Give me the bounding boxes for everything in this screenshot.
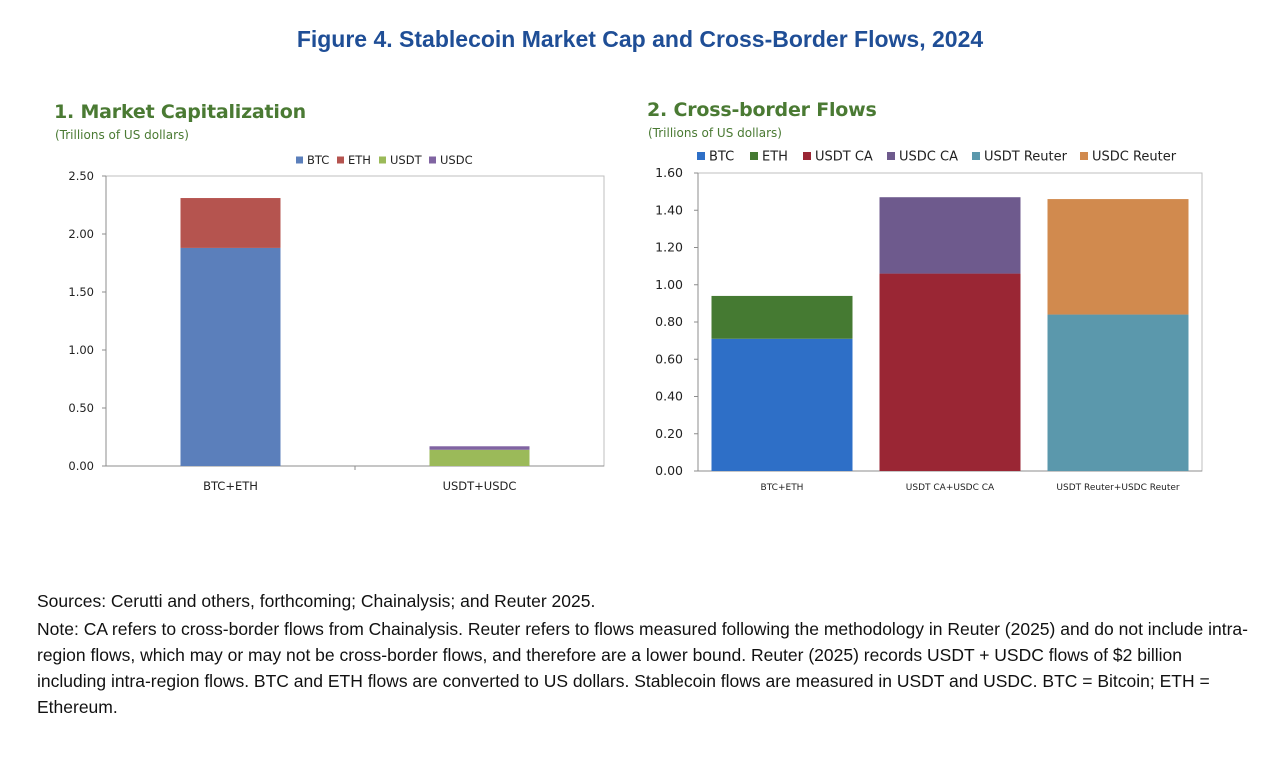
y-tick-label: 1.50 <box>68 285 94 299</box>
panel1-subtitle: (Trillions of US dollars) <box>55 128 189 142</box>
legend-label-usdc-ca: USDC CA <box>899 150 958 165</box>
legend-swatch-usdt-reuter <box>972 152 980 160</box>
panel1-title: 1. Market Capitalization <box>54 101 306 123</box>
legend-swatch-btc <box>697 152 705 160</box>
legend-label-usdt-ca: USDT CA <box>815 150 873 165</box>
bar-usdc-ca-usdt-ca-usdc-ca <box>879 197 1021 274</box>
y-tick-label: 0.20 <box>655 426 683 441</box>
legend-swatch-usdc-ca <box>887 152 895 160</box>
y-tick-label: 0.80 <box>655 314 683 329</box>
legend-swatch-usdc-reuter <box>1080 152 1088 160</box>
legend-label-usdc-reuter: USDC Reuter <box>1092 150 1177 165</box>
x-category-label: BTC+ETH <box>761 483 804 493</box>
y-tick-label: 0.00 <box>68 459 94 473</box>
y-tick-label: 1.00 <box>655 277 683 292</box>
market-cap-chart: 0.00 0.50 1.00 1.50 2.00 2.50 BTC+ETH USDT+USDC… <box>68 153 605 493</box>
legend-label-eth: ETH <box>762 150 788 165</box>
bar-usdt-reuter-usdt-reuter-usdc-reuter <box>1047 314 1189 471</box>
y-tick-label: 0.60 <box>655 351 683 366</box>
legend-label-usdt-reuter: USDT Reuter <box>984 150 1068 165</box>
bar-btc-btc-eth <box>711 338 853 471</box>
legend-swatch-eth <box>337 156 344 164</box>
bar-usdt-usdt-usdc <box>429 449 530 466</box>
bar-usdc-usdt-usdc <box>429 446 530 450</box>
y-tick-label: 1.40 <box>655 202 683 217</box>
legend-swatch-eth <box>750 152 758 160</box>
legend-swatch-usdt <box>379 156 386 164</box>
bar-usdc-reuter-usdt-reuter-usdc-reuter <box>1047 199 1189 315</box>
bar-eth-btc-eth <box>180 198 281 248</box>
panel2-title: 2. Cross-border Flows <box>647 99 877 121</box>
charts-canvas: 0.00 0.50 1.00 1.50 2.00 2.50 BTC+ETH USDT+USDC… <box>68 150 1203 493</box>
y-tick-label: 1.60 <box>655 165 683 180</box>
y-tick-label: 2.00 <box>68 227 94 241</box>
y-tick-label: 0.00 <box>655 463 683 478</box>
y-tick-label: 1.00 <box>68 343 94 357</box>
legend-label-usdt: USDT <box>390 153 423 167</box>
legend-swatch-usdt-ca <box>803 152 811 160</box>
y-tick-label: 0.50 <box>68 401 94 415</box>
legend-label-usdc: USDC <box>440 153 473 167</box>
y-tick-label: 2.50 <box>68 169 94 183</box>
y-tick-label: 1.20 <box>655 240 683 255</box>
figure-title: Figure 4. Stablecoin Market Cap and Cros… <box>296 26 984 52</box>
x-category-label: USDT CA+USDC CA <box>906 483 995 493</box>
y-tick-label: 0.40 <box>655 389 683 404</box>
legend-swatch-btc <box>296 156 303 164</box>
bar-eth-btc-eth <box>711 295 853 339</box>
x-category-label: USDT Reuter+USDC Reuter <box>1056 483 1180 493</box>
panel2-subtitle: (Trillions of US dollars) <box>648 126 782 140</box>
note-text: Note: CA refers to cross-border flows fr… <box>37 619 1248 717</box>
sources-text: Sources: Cerutti and others, forthcoming… <box>37 591 596 611</box>
x-category-label: BTC+ETH <box>203 479 258 493</box>
legend-label-btc: BTC <box>307 153 329 167</box>
legend-label-btc: BTC <box>709 150 734 165</box>
bar-usdt-ca-usdt-ca-usdc-ca <box>879 273 1021 471</box>
bar-btc-btc-eth <box>180 247 281 466</box>
legend-swatch-usdc <box>429 156 436 164</box>
legend-label-eth: ETH <box>348 153 371 167</box>
x-category-label: USDT+USDC <box>443 479 517 493</box>
cross-border-flows-chart: 0.00 0.20 0.40 0.60 0.80 1.00 1.20 1.40 1.60 BTC+… <box>655 150 1203 493</box>
